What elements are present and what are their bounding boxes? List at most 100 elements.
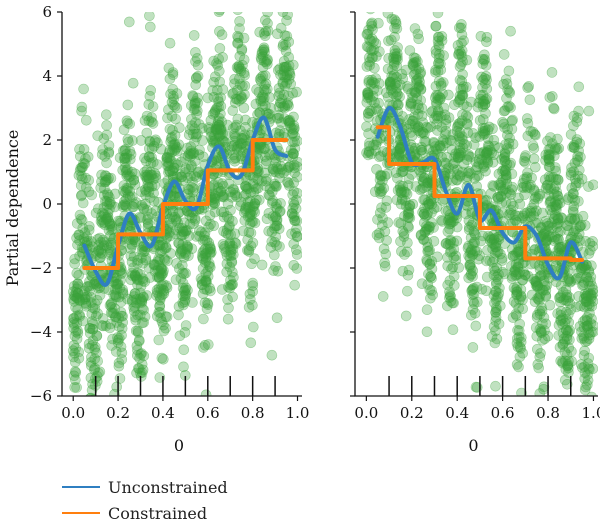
scatter-point bbox=[79, 227, 91, 238]
scatter-point bbox=[205, 115, 217, 126]
scatter-point bbox=[114, 282, 126, 294]
scatter-point bbox=[225, 204, 236, 216]
scatter-point bbox=[481, 93, 493, 105]
scatter-point bbox=[139, 152, 150, 164]
scatter-point bbox=[137, 257, 149, 269]
scatter-point bbox=[273, 110, 285, 121]
x-tick-label: 0.2 bbox=[106, 404, 130, 422]
scatter-point bbox=[156, 263, 167, 275]
scatter-point bbox=[124, 118, 135, 130]
scatter-point bbox=[284, 67, 296, 79]
scatter-point bbox=[188, 104, 200, 115]
scatter-point bbox=[199, 234, 211, 246]
scatter-point bbox=[250, 98, 262, 110]
scatter-point bbox=[121, 182, 132, 194]
scatter-point bbox=[132, 309, 143, 321]
scatter-point bbox=[268, 265, 279, 276]
scatter-point bbox=[74, 250, 85, 262]
scatter-point bbox=[423, 268, 434, 280]
scatter-point bbox=[92, 355, 103, 367]
scatter-point bbox=[269, 223, 280, 234]
scatter-point bbox=[103, 148, 114, 159]
scatter-point bbox=[179, 247, 191, 258]
scatter-point bbox=[90, 341, 101, 353]
scatter-point bbox=[77, 315, 89, 327]
scatter-point bbox=[109, 188, 121, 200]
scatter-point bbox=[93, 246, 104, 257]
scatter-point bbox=[213, 112, 225, 124]
scatter-point bbox=[125, 177, 137, 189]
scatter-point bbox=[179, 290, 191, 302]
scatter-point bbox=[442, 226, 454, 237]
scatter-point bbox=[204, 247, 216, 258]
scatter-point bbox=[96, 211, 107, 222]
scatter-point bbox=[149, 136, 161, 147]
scatter-point bbox=[87, 323, 98, 335]
scatter-point bbox=[406, 98, 417, 109]
scatter-point bbox=[520, 150, 531, 161]
scatter-point bbox=[255, 75, 267, 87]
scatter-point bbox=[505, 25, 516, 37]
scatter-point bbox=[190, 103, 201, 115]
scatter-point bbox=[91, 370, 103, 382]
y-tick-label: 4 bbox=[42, 67, 52, 85]
scatter-point bbox=[94, 366, 106, 378]
scatter-point bbox=[455, 22, 467, 34]
scatter-point bbox=[217, 190, 228, 202]
scatter-point bbox=[174, 222, 185, 234]
scatter-point bbox=[119, 196, 130, 207]
scatter-point bbox=[234, 95, 245, 106]
scatter-point bbox=[106, 301, 117, 313]
scatter-point bbox=[182, 242, 194, 253]
scatter-point bbox=[143, 181, 155, 193]
scatter-point bbox=[98, 133, 110, 144]
scatter-point bbox=[493, 168, 505, 180]
scatter-point bbox=[87, 241, 98, 253]
scatter-point bbox=[159, 178, 170, 189]
scatter-point bbox=[115, 306, 127, 318]
scatter-point bbox=[433, 52, 445, 64]
scatter-point bbox=[193, 166, 204, 177]
scatter-point bbox=[222, 119, 233, 131]
scatter-point bbox=[205, 131, 217, 142]
scatter-point bbox=[109, 201, 120, 213]
scatter-point bbox=[141, 127, 153, 139]
scatter-point bbox=[212, 118, 223, 130]
scatter-point bbox=[158, 279, 169, 290]
scatter-point bbox=[274, 97, 286, 109]
scatter-point bbox=[409, 111, 420, 122]
scatter-point bbox=[518, 266, 529, 278]
scatter-point bbox=[144, 90, 156, 102]
scatter-point bbox=[155, 312, 166, 324]
scatter-point bbox=[232, 30, 243, 42]
scatter-point bbox=[191, 53, 203, 64]
scatter-point bbox=[208, 77, 219, 88]
scatter-point bbox=[245, 195, 256, 207]
scatter-point bbox=[254, 107, 265, 118]
scatter-point bbox=[288, 210, 300, 222]
scatter-point bbox=[421, 304, 433, 316]
scatter-point bbox=[546, 67, 558, 78]
scatter-point bbox=[230, 93, 242, 105]
scatter-point bbox=[539, 269, 550, 281]
scatter-point bbox=[228, 249, 239, 260]
scatter-point bbox=[281, 99, 293, 110]
scatter-point bbox=[431, 90, 442, 101]
scatter-point bbox=[111, 317, 122, 328]
scatter-point bbox=[165, 133, 177, 144]
scatter-point bbox=[552, 133, 563, 145]
scatter-point bbox=[164, 144, 176, 156]
scatter-point bbox=[91, 347, 102, 359]
scatter-point bbox=[137, 317, 148, 329]
scatter-point bbox=[231, 62, 243, 73]
scatter-point bbox=[121, 164, 132, 176]
scatter-point bbox=[177, 297, 188, 309]
scatter-point bbox=[107, 307, 118, 319]
scatter-point bbox=[152, 287, 163, 298]
scatter-point bbox=[240, 114, 251, 126]
scatter-point bbox=[153, 307, 165, 318]
scatter-point bbox=[205, 244, 216, 255]
scatter-point bbox=[240, 205, 251, 216]
scatter-point bbox=[454, 94, 465, 106]
scatter-point bbox=[186, 160, 197, 171]
